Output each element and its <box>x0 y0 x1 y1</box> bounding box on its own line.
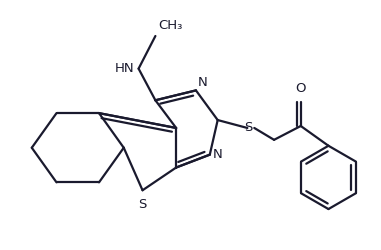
Text: HN: HN <box>115 62 134 75</box>
Text: N: N <box>198 76 208 90</box>
Text: O: O <box>296 82 306 95</box>
Text: S: S <box>244 122 253 134</box>
Text: N: N <box>213 148 223 161</box>
Text: CH₃: CH₃ <box>158 19 183 32</box>
Text: S: S <box>138 198 147 211</box>
